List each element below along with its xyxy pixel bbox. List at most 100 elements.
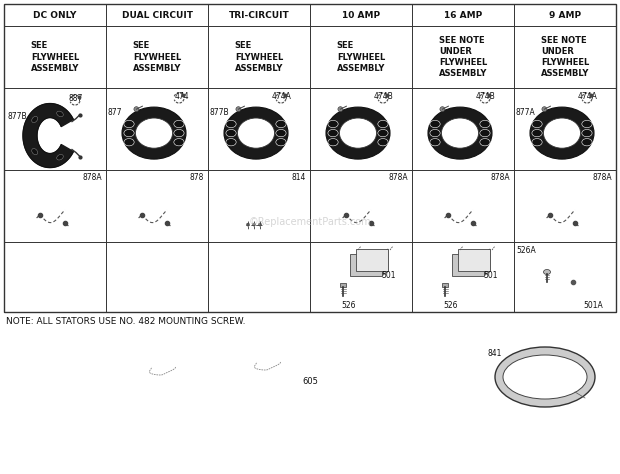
Text: 878: 878	[190, 173, 204, 182]
Text: 878A: 878A	[490, 173, 510, 182]
Ellipse shape	[224, 107, 288, 159]
Ellipse shape	[124, 120, 134, 128]
Ellipse shape	[328, 120, 338, 128]
Ellipse shape	[276, 129, 286, 137]
Ellipse shape	[582, 138, 592, 146]
Polygon shape	[350, 254, 382, 276]
Ellipse shape	[430, 138, 440, 146]
Ellipse shape	[544, 270, 551, 274]
Ellipse shape	[276, 138, 286, 146]
Ellipse shape	[326, 107, 390, 159]
Bar	[4, 4, 616, 312]
Ellipse shape	[378, 120, 388, 128]
Ellipse shape	[532, 138, 542, 146]
Ellipse shape	[174, 129, 184, 137]
Ellipse shape	[530, 107, 594, 159]
Text: 878A: 878A	[388, 173, 408, 182]
Polygon shape	[23, 103, 73, 167]
Ellipse shape	[226, 138, 236, 146]
Polygon shape	[382, 249, 388, 276]
Ellipse shape	[328, 138, 338, 146]
Ellipse shape	[226, 120, 236, 128]
Ellipse shape	[495, 347, 595, 407]
Text: SEE
FLYWHEEL
ASSEMBLY: SEE FLYWHEEL ASSEMBLY	[31, 41, 79, 73]
Ellipse shape	[56, 155, 63, 160]
Text: 841: 841	[487, 349, 502, 358]
Ellipse shape	[532, 129, 542, 137]
Ellipse shape	[124, 129, 134, 137]
Text: 9 AMP: 9 AMP	[549, 10, 581, 19]
Text: 526: 526	[444, 301, 458, 310]
Text: 877: 877	[108, 108, 123, 117]
Ellipse shape	[582, 120, 592, 128]
Ellipse shape	[135, 118, 172, 148]
Circle shape	[440, 107, 445, 112]
Text: 474B: 474B	[476, 91, 495, 100]
Ellipse shape	[226, 129, 236, 137]
Text: 526: 526	[342, 301, 356, 310]
Bar	[340, 283, 346, 287]
Text: 501: 501	[484, 271, 498, 280]
Polygon shape	[356, 249, 388, 271]
Ellipse shape	[480, 138, 490, 146]
Circle shape	[259, 223, 262, 226]
Ellipse shape	[378, 138, 388, 146]
Ellipse shape	[430, 129, 440, 137]
Ellipse shape	[124, 138, 134, 146]
Text: 474B: 474B	[373, 91, 393, 100]
Ellipse shape	[56, 111, 63, 117]
Ellipse shape	[480, 120, 490, 128]
Text: SEE NOTE
UNDER
FLYWHEEL
ASSEMBLY: SEE NOTE UNDER FLYWHEEL ASSEMBLY	[439, 36, 487, 78]
Text: 474A: 474A	[577, 91, 597, 100]
Ellipse shape	[428, 107, 492, 159]
Ellipse shape	[532, 120, 542, 128]
Text: SEE NOTE
UNDER
FLYWHEEL
ASSEMBLY: SEE NOTE UNDER FLYWHEEL ASSEMBLY	[541, 36, 589, 78]
Text: 814: 814	[291, 173, 306, 182]
Polygon shape	[484, 249, 490, 276]
Text: NOTE: ALL STATORS USE NO. 482 MOUNTING SCREW.: NOTE: ALL STATORS USE NO. 482 MOUNTING S…	[6, 318, 246, 327]
Text: 877B: 877B	[210, 108, 229, 117]
Ellipse shape	[122, 107, 186, 159]
Ellipse shape	[328, 129, 338, 137]
Text: 878A: 878A	[592, 173, 612, 182]
Ellipse shape	[480, 129, 490, 137]
Text: 474: 474	[174, 91, 189, 100]
Polygon shape	[452, 254, 484, 276]
Text: DUAL CIRCUIT: DUAL CIRCUIT	[122, 10, 192, 19]
Bar	[442, 283, 448, 287]
Ellipse shape	[32, 116, 38, 123]
Ellipse shape	[582, 129, 592, 137]
Circle shape	[338, 107, 343, 112]
Circle shape	[542, 107, 547, 112]
Ellipse shape	[503, 355, 587, 399]
Text: ©ReplacementParts.com: ©ReplacementParts.com	[249, 217, 371, 227]
Text: 877B: 877B	[7, 111, 27, 120]
Ellipse shape	[544, 118, 580, 148]
Text: SEE
FLYWHEEL
ASSEMBLY: SEE FLYWHEEL ASSEMBLY	[133, 41, 181, 73]
Polygon shape	[458, 249, 490, 271]
Text: DC ONLY: DC ONLY	[33, 10, 77, 19]
Text: 501: 501	[382, 271, 396, 280]
Ellipse shape	[276, 120, 286, 128]
Text: 605: 605	[302, 377, 318, 386]
Text: 501A: 501A	[583, 301, 603, 310]
Text: 877A: 877A	[516, 108, 536, 117]
Ellipse shape	[174, 138, 184, 146]
Text: 887: 887	[69, 93, 83, 102]
Ellipse shape	[237, 118, 275, 148]
Circle shape	[252, 223, 255, 226]
Ellipse shape	[32, 148, 38, 155]
Ellipse shape	[339, 118, 376, 148]
Text: 16 AMP: 16 AMP	[444, 10, 482, 19]
Ellipse shape	[378, 129, 388, 137]
Text: 474A: 474A	[271, 91, 291, 100]
Text: TRI-CIRCUIT: TRI-CIRCUIT	[229, 10, 290, 19]
Text: SEE
FLYWHEEL
ASSEMBLY: SEE FLYWHEEL ASSEMBLY	[235, 41, 283, 73]
Ellipse shape	[441, 118, 479, 148]
Text: 10 AMP: 10 AMP	[342, 10, 380, 19]
Ellipse shape	[430, 120, 440, 128]
Ellipse shape	[174, 120, 184, 128]
Text: 878A: 878A	[82, 173, 102, 182]
Circle shape	[236, 107, 241, 112]
Text: SEE
FLYWHEEL
ASSEMBLY: SEE FLYWHEEL ASSEMBLY	[337, 41, 385, 73]
